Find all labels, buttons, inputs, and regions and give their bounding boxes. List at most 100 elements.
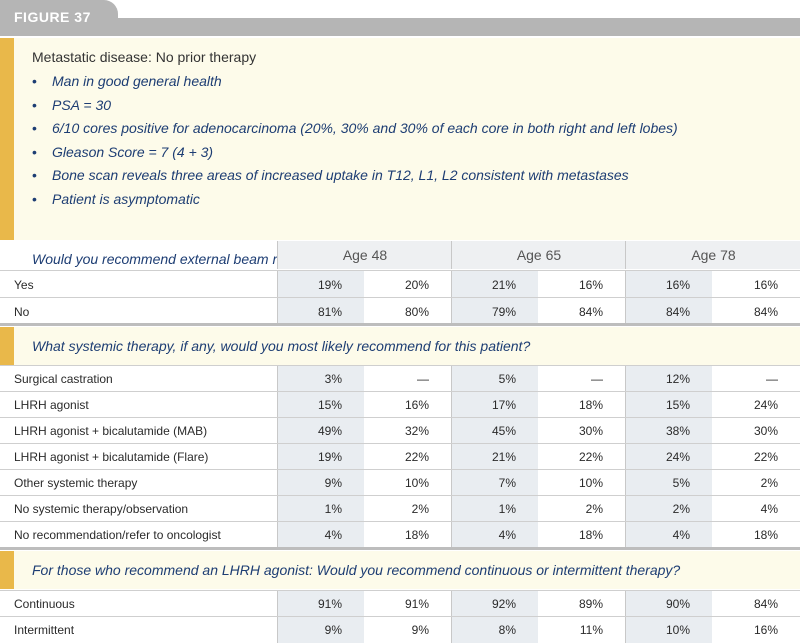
row-label: Intermittent [14,623,75,637]
table-cell: 12% [625,366,712,392]
table-cell: 49% [277,418,364,444]
question-systemic-bar: What systemic therapy, if any, would you… [0,327,800,365]
column-divider [625,444,626,470]
row-label: Surgical castration [14,372,113,386]
table-cell: 4% [625,522,712,548]
column-divider [625,418,626,444]
case-bullet-list: • Man in good general health • PSA = 30 • 6… [32,70,678,212]
table-cell: 4% [760,502,778,516]
table-row: No 81% 80% 79% 84% 84% 84% [0,297,800,325]
table-cell: 2% [760,476,778,490]
table-cell: 79% [451,298,538,325]
table-row: No recommendation/refer to oncologist 4% 1… [0,521,800,548]
row-label: LHRH agonist + bicalutamide (Flare) [14,450,209,464]
bullet-icon: • [32,143,37,160]
column-divider [277,366,278,392]
column-divider [451,298,452,325]
table-cell: 18% [578,398,603,412]
age-header-48: Age 48 [277,241,452,269]
column-divider [625,617,626,643]
table-row: Surgical castration 3% — 5% — 12% — [0,365,800,392]
table-row: LHRH agonist + bicalutamide (MAB) 49% 32% 4… [0,417,800,444]
row-label: Other systemic therapy [14,476,138,490]
row-label: No [14,304,30,319]
table-cell: 16% [753,623,778,637]
column-divider [625,470,626,496]
bullet-item: • Patient is asymptomatic [32,188,678,212]
question-lhrh-bar: For those who recommend an LHRH agonist:… [0,551,800,589]
table-cell: 18% [578,528,603,542]
column-divider [277,271,278,298]
column-divider [625,298,626,325]
table-cell: 84% [625,298,712,325]
table-cell: 19% [277,271,364,298]
table-cell: 22% [578,450,603,464]
age-header-65: Age 65 [451,241,626,269]
column-divider [277,298,278,325]
row-label: No systemic therapy/observation [14,502,189,516]
table-cell: — [417,372,429,386]
section-divider [0,323,800,326]
table-cell: 22% [404,450,429,464]
bullet-item: • Man in good general health [32,70,678,94]
table-cell: 38% [625,418,712,444]
table-cell: 7% [451,470,538,496]
table-cell: 9% [411,623,429,637]
table-cell: 90% [625,591,712,617]
bullet-icon: • [32,73,37,89]
column-divider [625,522,626,548]
table-cell: 4% [277,522,364,548]
row-label: No recommendation/refer to oncologist [14,528,221,542]
table-cell: 8% [451,617,538,643]
row-label: Yes [14,277,34,292]
row-label: LHRH agonist + bicalutamide (MAB) [14,424,208,438]
bullet-icon: • [32,120,37,137]
column-divider [451,617,452,643]
column-divider [451,271,452,298]
column-divider [451,470,452,496]
table-cell: 16% [578,277,603,292]
table-row: Yes 19% 20% 21% 16% 16% 16% [0,270,800,298]
column-divider [625,392,626,418]
column-divider [277,470,278,496]
table-cell: 17% [451,392,538,418]
bullet-icon: • [32,96,37,113]
column-divider [277,522,278,548]
column-divider [277,617,278,643]
accent-bar [0,38,14,240]
bullet-icon: • [32,190,37,207]
table-row: No systemic therapy/observation 1% 2% 1% 2% 2… [0,495,800,522]
bullet-item: • Gleason Score = 7 (4 + 3) [32,141,678,165]
column-divider [625,271,626,298]
table-cell: 16% [404,398,429,412]
question-lhrh: For those who recommend an LHRH agonist:… [32,562,681,578]
column-divider [625,366,626,392]
table-cell: 15% [277,392,364,418]
table-cell: 1% [451,496,538,522]
column-divider [277,496,278,522]
table-cell: 18% [753,528,778,542]
question-systemic: What systemic therapy, if any, would you… [32,338,531,354]
column-divider [451,366,452,392]
table-cell: 18% [404,528,429,542]
column-divider [277,444,278,470]
table-row: LHRH agonist + bicalutamide (Flare) 19% 22… [0,443,800,470]
table-cell: 81% [277,298,364,325]
section-divider [0,547,800,550]
column-divider [451,496,452,522]
table-cell: 84% [578,304,603,319]
table-cell: 84% [753,597,778,611]
table-row: Other systemic therapy 9% 10% 7% 10% 5% 2% [0,469,800,496]
table-cell: 92% [451,591,538,617]
table-cell: — [591,372,603,386]
column-divider [625,591,626,617]
column-divider [451,522,452,548]
table-cell: 10% [404,476,429,490]
column-divider [625,496,626,522]
column-divider [451,392,452,418]
column-divider [277,418,278,444]
table-cell: 30% [753,424,778,438]
table-cell: 9% [277,470,364,496]
table-cell: 80% [404,304,429,319]
row-label: LHRH agonist [14,398,89,412]
